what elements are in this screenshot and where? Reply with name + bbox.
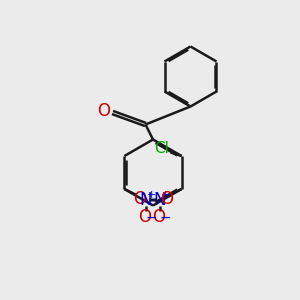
Text: O: O	[160, 190, 173, 208]
Text: N: N	[140, 191, 152, 209]
Text: −: −	[146, 211, 157, 224]
Text: −: −	[160, 211, 171, 224]
Text: N: N	[154, 191, 166, 209]
Text: +: +	[147, 190, 156, 200]
Text: O: O	[152, 208, 165, 226]
Text: Cl: Cl	[154, 141, 169, 156]
Text: +: +	[161, 190, 170, 200]
Text: O: O	[98, 102, 111, 120]
Text: O: O	[133, 190, 146, 208]
Text: O: O	[138, 208, 151, 226]
